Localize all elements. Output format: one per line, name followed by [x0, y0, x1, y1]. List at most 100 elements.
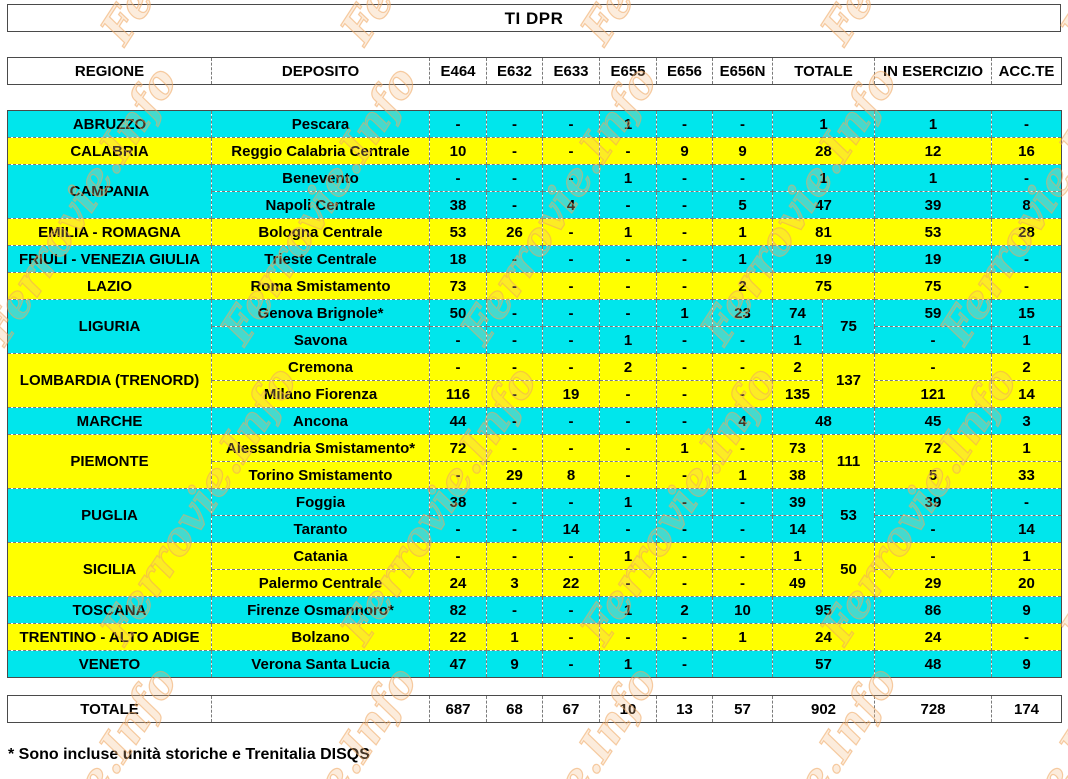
depot-cell: Pescara: [211, 110, 430, 138]
table-row: TOSCANA Firenze Osmannoro* 82- -1 2 10 95 86 9: [7, 596, 1062, 624]
value-cell: -: [656, 407, 713, 435]
table-row: ABRUZZO Pescara - - -1- -1 1-: [7, 110, 1062, 138]
value-cell: -: [486, 380, 543, 408]
value-cell: 73: [429, 272, 487, 300]
depot-total-cell: 49: [772, 569, 823, 597]
value-cell: -: [429, 542, 487, 570]
in-esercizio-cell: 1: [874, 164, 992, 192]
col-header-accte: ACC.TE: [991, 57, 1063, 85]
value-cell: -: [656, 353, 713, 381]
in-esercizio-cell: 5: [874, 461, 992, 489]
value-cell: 29: [486, 461, 543, 489]
value-cell: -: [656, 542, 713, 570]
col-header-in-esercizio: IN ESERCIZIO: [874, 57, 993, 85]
value-cell: -: [429, 164, 487, 192]
in-esercizio-cell: 39: [874, 488, 992, 516]
depot-cell: Trieste Centrale: [211, 245, 430, 273]
depot-total-cell: 1: [772, 326, 823, 354]
table-row: TRENTINO - ALTO ADIGE Bolzano 22 1- - -1 24 24-: [7, 623, 1062, 651]
value-cell: -: [656, 191, 713, 219]
in-esercizio-cell: 86: [874, 596, 992, 624]
data-table: ABRUZZO Pescara - - -1- -1 1- CALABRIA Reggio Ca…: [7, 110, 1062, 678]
value-cell: 47: [429, 650, 487, 678]
accte-cell: 20: [991, 569, 1062, 597]
value-cell: -: [599, 461, 657, 489]
depot-cell: Alessandria Smistamento*: [211, 434, 430, 462]
in-esercizio-cell: 39: [874, 191, 992, 219]
table-row: LIGURIA Genova Brignole* 50- - -1 23 74 75 59 15: [7, 299, 1062, 354]
title-bar: TI DPR: [7, 4, 1061, 32]
depot-cell: Benevento: [211, 164, 430, 192]
value-cell: -: [542, 650, 600, 678]
depot-cell: Milano Fiorenza: [211, 380, 430, 408]
value-cell: -: [599, 623, 657, 651]
col-header-regione: REGIONE: [7, 57, 212, 85]
value-cell: 26: [486, 218, 543, 246]
region-cell: LOMBARDIA (TRENORD): [7, 353, 212, 408]
value-cell: 1: [712, 461, 773, 489]
depot-cell: Bologna Centrale: [211, 218, 430, 246]
in-esercizio-cell: 1: [874, 110, 992, 138]
value-cell: -: [656, 164, 713, 192]
depot-total-cell: 135: [772, 380, 823, 408]
value-cell: -: [712, 164, 773, 192]
col-header-e656n: E656N: [712, 57, 773, 85]
grand-total-label: TOTALE: [7, 695, 212, 723]
page-title: TI DPR: [7, 4, 1061, 32]
total-cell: 24: [772, 623, 875, 651]
value-cell: -: [656, 245, 713, 273]
value-cell: -: [486, 596, 543, 624]
accte-cell: -: [991, 245, 1062, 273]
value-cell: -: [656, 488, 713, 516]
value-cell: 1: [599, 326, 657, 354]
value-cell: 50: [429, 299, 487, 327]
value-cell: -: [486, 137, 543, 165]
region-cell: SICILIA: [7, 542, 212, 597]
value-cell: -: [542, 137, 600, 165]
value-cell: -: [712, 569, 773, 597]
value-cell: -: [542, 110, 600, 138]
accte-cell: 14: [991, 380, 1062, 408]
value-cell: -: [486, 326, 543, 354]
value-cell: -: [599, 515, 657, 543]
value-cell: -: [712, 515, 773, 543]
value-cell: 1: [599, 488, 657, 516]
value-cell: -: [542, 326, 600, 354]
table-row: PUGLIA Foggia 38- -1- -39 53 39-: [7, 488, 1062, 543]
value-cell: -: [656, 515, 713, 543]
col-header-e633: E633: [542, 57, 600, 85]
value-cell: -: [429, 353, 487, 381]
value-cell: -: [656, 461, 713, 489]
region-total-cell: 50: [822, 542, 875, 597]
in-esercizio-cell: -: [874, 326, 992, 354]
value-cell: -: [486, 299, 543, 327]
value-cell: 24: [429, 569, 487, 597]
value-cell: -: [486, 542, 543, 570]
depot-cell: Palermo Centrale: [211, 569, 430, 597]
header-row: REGIONE DEPOSITO E464 E632 E633 E655 E65…: [7, 57, 1063, 85]
region-cell: TRENTINO - ALTO ADIGE: [7, 623, 212, 651]
table-row: VENETO Verona Santa Lucia 47 9-1-57 48 9: [7, 650, 1062, 678]
table-row: SICILIA Catania - - -1- -1 50-1: [7, 542, 1062, 597]
depot-cell: Bolzano: [211, 623, 430, 651]
value-cell: -: [486, 110, 543, 138]
grand-total-in-esercizio: 728: [874, 695, 992, 723]
value-cell: -: [656, 218, 713, 246]
in-esercizio-cell: 45: [874, 407, 992, 435]
value-cell: -: [712, 110, 773, 138]
value-cell: 18: [429, 245, 487, 273]
accte-cell: 1: [991, 326, 1062, 354]
value-cell: -: [542, 623, 600, 651]
value-cell: -: [599, 434, 657, 462]
column-header-row: REGIONE DEPOSITO E464 E632 E633 E655 E65…: [7, 57, 1063, 85]
total-cell: 57: [772, 650, 875, 678]
value-cell: 1: [599, 596, 657, 624]
depot-cell: Genova Brignole*: [211, 299, 430, 327]
in-esercizio-cell: -: [874, 353, 992, 381]
in-esercizio-cell: 48: [874, 650, 992, 678]
value-cell: -: [656, 380, 713, 408]
total-cell: 48: [772, 407, 875, 435]
accte-cell: 2: [991, 353, 1062, 381]
col-header-e655: E655: [599, 57, 657, 85]
value-cell: 116: [429, 380, 487, 408]
